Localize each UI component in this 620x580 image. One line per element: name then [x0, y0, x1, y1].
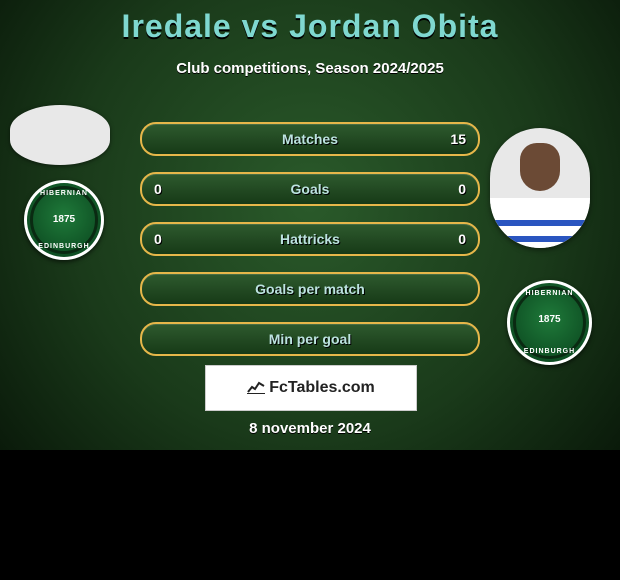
stat-row-goals-per-match: Goals per match [140, 272, 480, 306]
banner-text: FcTables.com [269, 379, 375, 396]
page-title: Iredale vs Jordan Obita [0, 8, 620, 45]
stat-row-matches: Matches 15 [140, 122, 480, 156]
subtitle: Club competitions, Season 2024/2025 [0, 60, 620, 77]
stat-right-value: 15 [450, 124, 466, 154]
club-left-crest: HIBERNIAN 1875 EDINBURGH [24, 180, 104, 260]
player-right-avatar [490, 128, 590, 248]
source-banner: FcTables.com [205, 365, 417, 411]
stat-label: Matches [142, 124, 478, 154]
comparison-card: Iredale vs Jordan Obita Club competition… [0, 0, 620, 450]
stat-row-goals: 0 Goals 0 [140, 172, 480, 206]
player-left-avatar [10, 105, 110, 165]
stat-row-hattricks: 0 Hattricks 0 [140, 222, 480, 256]
club-right-crest: HIBERNIAN 1875 EDINBURGH [507, 280, 592, 365]
chart-icon [247, 380, 265, 394]
date-text: 8 november 2024 [0, 420, 620, 437]
stat-row-min-per-goal: Min per goal [140, 322, 480, 356]
stats-bars: Matches 15 0 Goals 0 0 Hattricks 0 Goals… [140, 122, 480, 372]
